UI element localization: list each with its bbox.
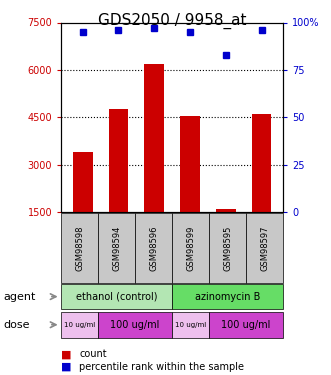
Bar: [109, 109, 128, 212]
Bar: [73, 152, 93, 212]
Text: 10 ug/ml: 10 ug/ml: [64, 322, 95, 328]
Text: ■: ■: [61, 362, 72, 372]
Bar: [144, 63, 164, 212]
Text: 100 ug/ml: 100 ug/ml: [221, 320, 271, 330]
Text: GSM98596: GSM98596: [149, 225, 158, 271]
Text: GSM98599: GSM98599: [186, 225, 195, 271]
Text: GSM98594: GSM98594: [112, 225, 121, 271]
Text: GSM98595: GSM98595: [223, 225, 232, 271]
Text: 100 ug/ml: 100 ug/ml: [111, 320, 160, 330]
Text: dose: dose: [3, 320, 30, 330]
Text: 10 ug/ml: 10 ug/ml: [175, 322, 206, 328]
Text: GSM98597: GSM98597: [260, 225, 269, 271]
Text: percentile rank within the sample: percentile rank within the sample: [79, 362, 244, 372]
Text: GSM98598: GSM98598: [75, 225, 84, 271]
Bar: [252, 114, 271, 212]
Bar: [180, 116, 200, 212]
Bar: [216, 209, 236, 212]
Text: count: count: [79, 350, 107, 359]
Text: ethanol (control): ethanol (control): [76, 292, 158, 302]
Text: ■: ■: [61, 350, 72, 359]
Text: azinomycin B: azinomycin B: [195, 292, 260, 302]
Text: agent: agent: [3, 292, 36, 302]
Text: GDS2050 / 9958_at: GDS2050 / 9958_at: [98, 13, 246, 29]
